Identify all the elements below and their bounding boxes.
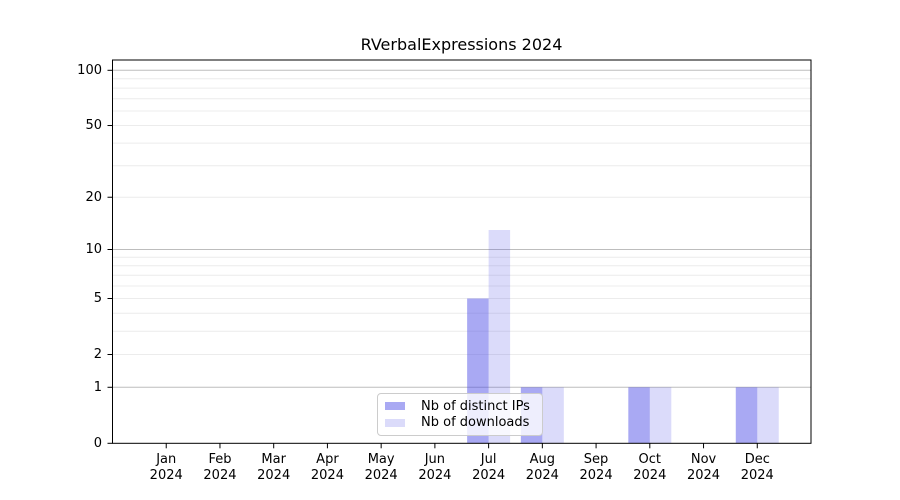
x-tick-label: Mar 2024 — [257, 452, 291, 483]
x-tick-label: Sep 2024 — [579, 452, 613, 483]
y-tick-label: 0 — [93, 435, 102, 451]
x-tick-label: Feb 2024 — [203, 452, 237, 483]
y-tick-label: 1 — [93, 379, 102, 395]
legend-swatch-distinct-ips-icon — [385, 402, 405, 411]
x-tick-label: Oct 2024 — [633, 452, 667, 483]
x-tick-label: Aug 2024 — [525, 452, 559, 483]
bar-downloads — [649, 387, 672, 444]
bar-distinct-ips — [628, 387, 650, 444]
x-tick-label: Dec 2024 — [740, 452, 774, 483]
bar-downloads — [757, 387, 779, 444]
x-tick-label: Apr 2024 — [310, 452, 344, 483]
axes-frame — [112, 59, 812, 444]
legend-item-downloads: Nb of downloads — [385, 415, 535, 432]
bar-downloads — [488, 230, 511, 444]
legend-label-distinct-ips: Nb of distinct IPs — [421, 398, 530, 414]
legend-swatch-downloads-icon — [385, 418, 405, 427]
y-tick-label: 2 — [93, 347, 102, 362]
legend-label-downloads: Nb of downloads — [421, 415, 530, 431]
legend-item-distinct-ips: Nb of distinct IPs — [385, 398, 535, 415]
bar-distinct-ips — [735, 387, 758, 444]
y-tick-label: 20 — [85, 189, 102, 205]
chart-title: RVerbalExpressions 2024 — [360, 35, 563, 54]
x-tick-label: May 2024 — [364, 452, 398, 483]
x-tick-label: Jul 2024 — [472, 452, 506, 483]
legend: Nb of distinct IPs Nb of downloads — [377, 393, 543, 436]
x-tick-label: Jan 2024 — [149, 452, 183, 483]
y-tick-label: 100 — [77, 62, 102, 78]
x-tick-label: Jun 2024 — [418, 452, 452, 483]
y-tick-label: 50 — [85, 118, 102, 134]
bar-downloads — [542, 387, 564, 444]
y-tick-label: 10 — [85, 241, 102, 257]
y-tick-label: 5 — [93, 290, 102, 306]
x-tick-label: Nov 2024 — [686, 452, 721, 483]
